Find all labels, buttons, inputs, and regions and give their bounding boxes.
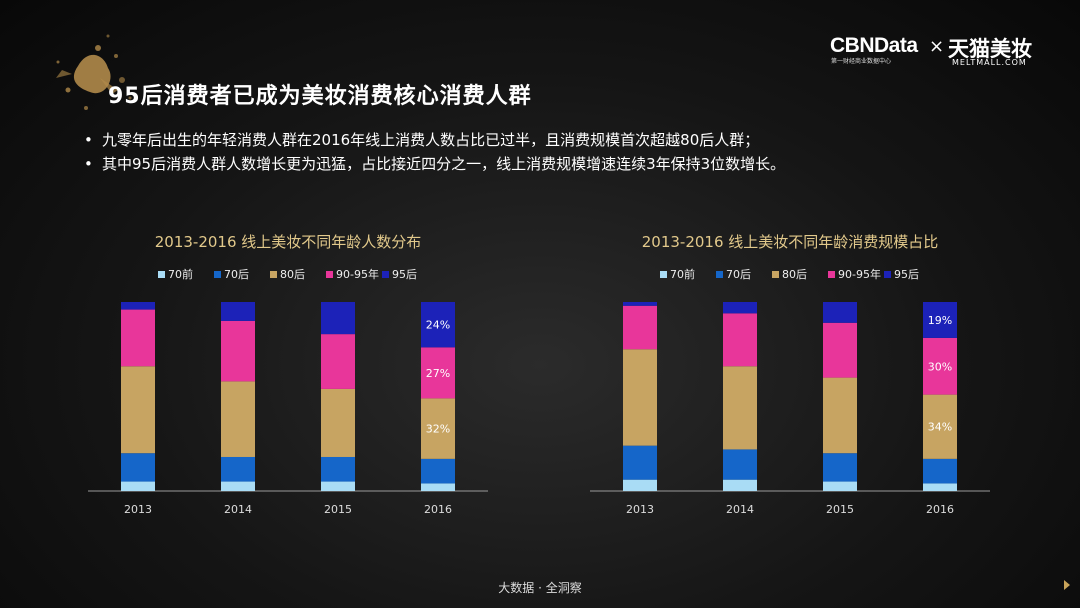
bar-segment [623,479,657,491]
bar-segment [421,347,455,399]
bar-segment [623,302,657,306]
data-label: 19% [928,314,952,327]
bar-segment [823,481,857,491]
x-tick-label: 2016 [926,503,954,516]
x-tick-label: 2013 [626,503,654,516]
legend-label: 70前 [670,267,695,281]
chart-age-user-distribution: 70前 70后 80后 90-95年 95后 2013 2014 2015 32% 27% 24% 2… [88,267,488,516]
bar-segment [221,320,255,382]
bar-segment [121,481,155,491]
data-label: 30% [928,360,952,373]
bar-segment [221,381,255,457]
bar-segment [421,302,455,348]
legend-swatch [660,271,667,278]
bar-segment [823,377,857,454]
bar-segment [121,302,155,310]
bar-segment [623,349,657,446]
bar-segment [623,305,657,350]
bar-segment [923,302,957,338]
bullet-marker: • [84,131,93,149]
legend-label: 95后 [894,268,919,281]
bar-segment [823,322,857,378]
bullet-item: • 九零年后出生的年轻消费人群在2016年线上消费人数占比已过半，且消费规模首次超… [84,128,785,152]
x-tick-label: 2013 [124,503,152,516]
bar-segment [923,337,957,395]
legend-swatch [716,271,723,278]
gold-splash-decoration [56,34,132,110]
legend-swatch [828,271,835,278]
legend-label: 70后 [224,268,249,281]
bar-segment [923,394,957,459]
tmall-logo-subtitle: MELTMALL.COM [952,58,1027,67]
bullet-marker: • [84,155,93,173]
chart-title-left: 2013-2016 线上美妆不同年龄人数分布 [154,233,422,251]
brand-logo: CBNData 第一财经商业数据中心 × 天猫美妆 MELTMALL.COM [830,34,1060,74]
bar-segment [723,302,757,314]
bar-segment [221,456,255,482]
bar-segment [221,302,255,321]
data-label: 24% [426,319,450,332]
legend-label: 90-95年 [336,267,379,281]
bar-segment [321,481,355,491]
legend-swatch [270,271,277,278]
bar-segment [923,458,957,484]
bar-segment [121,453,155,482]
bar-segment [121,366,155,454]
x-tick-label: 2014 [224,503,252,516]
legend-swatch [326,271,333,278]
bar-segment [421,458,455,484]
page-title: 95后消费者已成为美妆消费核心消费人群 [108,84,532,109]
data-label: 27% [426,367,450,380]
bar-segment [421,483,455,491]
legend-swatch [382,271,389,278]
bar-segment [321,334,355,389]
tmall-logo-text: 天猫美妆 [948,37,1032,61]
next-page-arrow-icon[interactable] [1064,580,1070,590]
bar-segment [723,449,757,480]
legend-label: 80后 [782,268,807,281]
legend-label: 70前 [168,267,193,281]
legend-label: 95后 [392,268,417,281]
bar-segment [321,388,355,457]
bar-segment [321,456,355,482]
x-tick-label: 2015 [826,503,854,516]
x-tick-label: 2015 [324,503,352,516]
legend-swatch [214,271,221,278]
bar-segment [623,445,657,480]
bar-segment [321,302,355,335]
bar-segment [923,483,957,491]
bullet-text: 其中95后消费人群人数增长更为迅猛，占比接近四分之一，线上消费规模增速连续3年保… [102,155,786,173]
chart-age-spending-share: 70前 70后 80后 90-95年 95后 2013 2014 2015 34% 30% 19% 2… [590,267,990,516]
legend-label: 90-95年 [838,267,881,281]
x-tick-label: 2016 [424,503,452,516]
bullet-list: • 九零年后出生的年轻消费人群在2016年线上消费人数占比已过半，且消费规模首次超… [84,128,785,176]
data-label: 34% [928,421,952,434]
legend-swatch [158,271,165,278]
bar-segment [723,366,757,450]
cbndata-logo-text: CBNData [830,34,918,57]
bar-segment [421,398,455,459]
bar-segment [221,481,255,491]
bar-segment [121,309,155,367]
chart-title-right: 2013-2016 线上美妆不同年龄消费规模占比 [641,233,939,251]
bullet-item: • 其中95后消费人群人数增长更为迅猛，占比接近四分之一，线上消费规模增速连续3年… [84,152,785,176]
cbndata-logo-subtitle: 第一财经商业数据中心 [831,58,892,65]
logo-times-sign: × [929,36,945,57]
legend-label: 80后 [280,268,305,281]
legend-label: 70后 [726,268,751,281]
bullet-text: 九零年后出生的年轻消费人群在2016年线上消费人数占比已过半，且消费规模首次超越… [102,131,760,149]
legend-swatch [884,271,891,278]
legend-swatch [772,271,779,278]
bar-segment [823,453,857,482]
footer-slogan: 大数据 · 全洞察 [498,581,582,595]
bar-segment [723,313,757,367]
bar-segment [823,302,857,323]
x-tick-label: 2014 [726,503,754,516]
data-label: 32% [426,423,450,436]
bar-segment [723,479,757,491]
